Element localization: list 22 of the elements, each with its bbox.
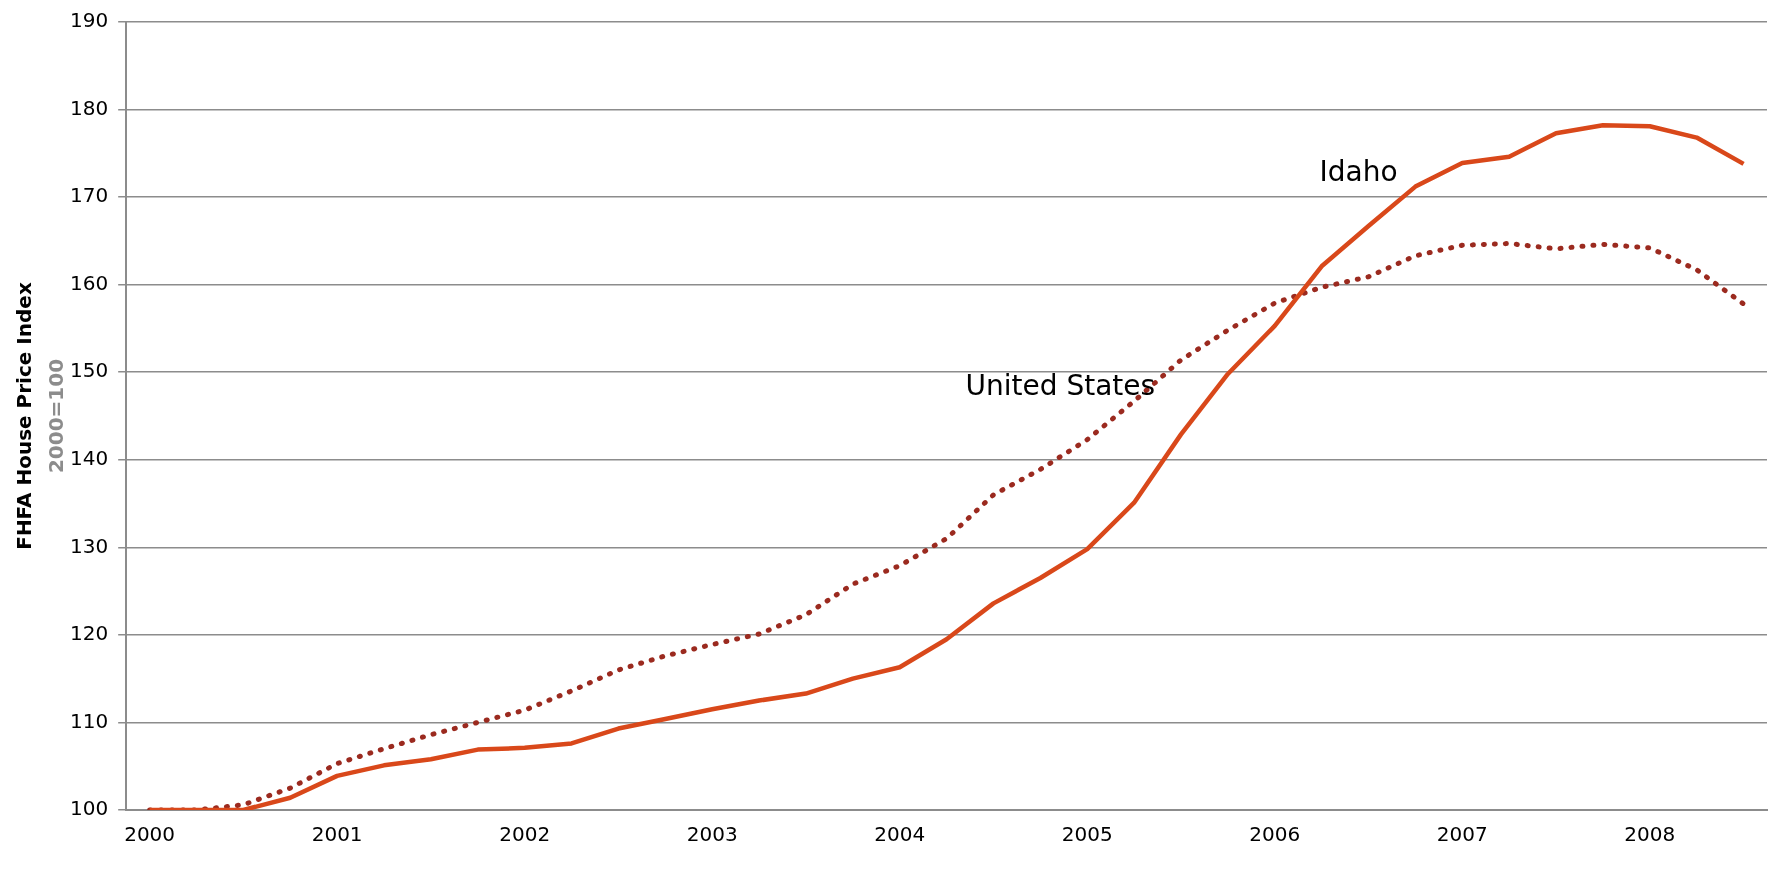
y-tick-label: 190 bbox=[69, 8, 109, 33]
x-tick-label: 2003 bbox=[686, 822, 738, 847]
x-tick-label: 2002 bbox=[499, 822, 551, 847]
series-label: United States bbox=[965, 368, 1156, 402]
x-tick-label: 2006 bbox=[1249, 822, 1301, 847]
y-tick-label: 180 bbox=[69, 95, 109, 120]
x-tick-label: 2008 bbox=[1624, 822, 1676, 847]
x-tick-label: 2005 bbox=[1061, 822, 1113, 847]
y-tick-label: 120 bbox=[69, 621, 109, 646]
y-axis-title: FHFA House Price Index 2000=100 bbox=[12, 282, 69, 550]
y-tick-label: 150 bbox=[69, 358, 109, 383]
x-tick-label: 2004 bbox=[874, 822, 926, 847]
y-tick-label: 100 bbox=[69, 796, 109, 821]
series-label: Idaho bbox=[1319, 155, 1398, 189]
y-tick-label: 160 bbox=[69, 270, 109, 295]
x-tick-label: 2001 bbox=[311, 822, 363, 847]
x-tick-label: 2000 bbox=[124, 822, 176, 847]
y-tick-label: 130 bbox=[69, 533, 109, 558]
x-tick-label: 2007 bbox=[1436, 822, 1488, 847]
y-tick-label: 170 bbox=[69, 183, 109, 208]
y-tick-label: 110 bbox=[69, 708, 109, 733]
y-tick-label: 140 bbox=[69, 445, 109, 470]
